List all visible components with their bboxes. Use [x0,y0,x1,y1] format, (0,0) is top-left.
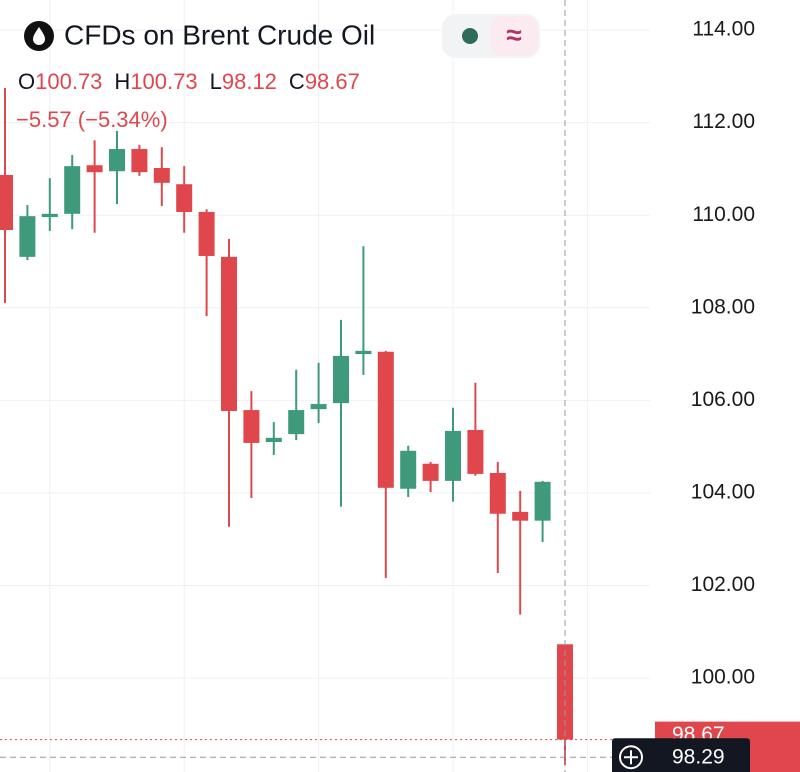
market-status-dot [462,28,478,44]
candle-body [333,355,349,404]
candle-body [198,211,215,256]
candle-body [288,410,305,435]
ohlc-letter: C [289,69,305,94]
y-tick-label: 112.00 [692,110,755,133]
candle-body [176,184,193,212]
y-tick-label: 108.00 [691,295,755,318]
add-alert-plus [624,750,638,765]
ohlc-value: 98.12 [222,69,277,94]
candle-body [400,450,417,489]
candle-body [265,437,282,443]
candle-body [153,168,170,183]
candle-body [377,351,394,488]
delayed-icon: ≈ [506,19,521,50]
candle-body [131,149,148,173]
y-tick-label: 110.00 [692,203,755,226]
ohlc-letter: L [210,69,222,94]
drop-icon [33,27,45,45]
candle-body [445,430,461,481]
candle-body [355,350,372,355]
grid [0,0,650,772]
delayed-badge [490,16,538,56]
candles [0,87,573,766]
candle-body [512,511,529,521]
ohlc-legend: O100.73 H100.73 L98.12 C98.67 [18,69,360,94]
candle-body [0,174,13,231]
header: CFDs on Brent Crude Oil ≈ [24,14,540,58]
crosshair-box [612,738,750,772]
candle-body [19,216,36,257]
y-tick-label: 106.00 [691,388,755,411]
candle-body [467,429,484,474]
y-tick-label: 114.00 [692,18,755,41]
ohlc-letter: H [114,69,130,94]
ohlc-value: 98.67 [305,69,360,94]
candle-body [489,473,506,514]
ohlc-letter: O [18,69,35,94]
ohlc-value: 100.73 [130,69,197,94]
y-tick-label: 100.00 [691,666,755,689]
candle-body [221,256,237,411]
crosshair-label: 98.29 [672,746,725,769]
candle-body [41,213,58,218]
add-alert-icon[interactable] [619,745,643,770]
change-label: −5.57 (−5.34%) [16,107,168,132]
candle-body [422,463,439,481]
y-tick-label: 104.00 [691,480,755,503]
chart-title: CFDs on Brent Crude Oil [64,19,375,50]
candle-body [310,404,327,410]
y-tick-label: 102.00 [691,573,755,596]
candle-body [86,165,103,173]
ohlc-value: 100.73 [35,69,102,94]
candle-body [534,481,551,521]
candle-body [64,166,81,214]
candle-body [109,149,125,172]
candle-body [243,410,260,443]
